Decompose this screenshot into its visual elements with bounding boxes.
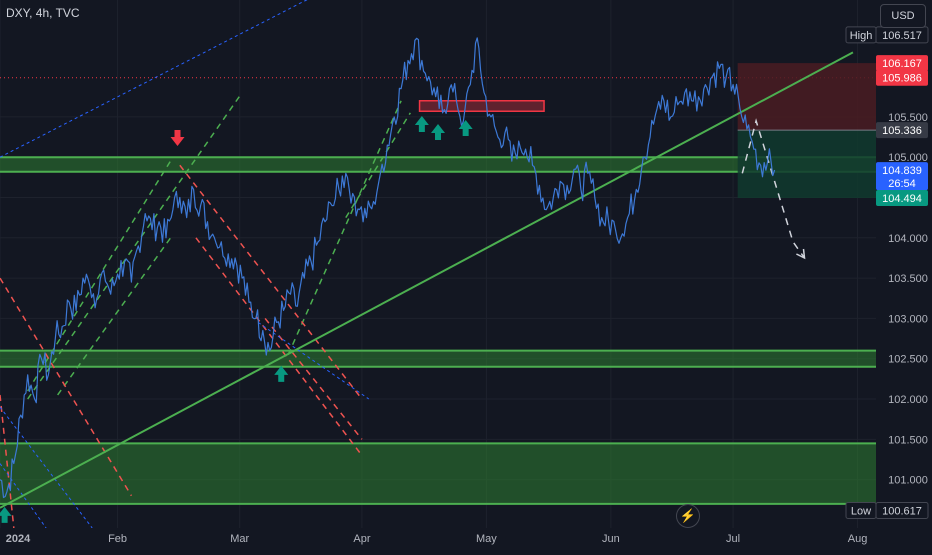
red-channel-line[interactable] (0, 277, 133, 497)
red-price-value: 106.167 (882, 58, 922, 70)
last-price-badge (876, 162, 928, 191)
blue-dashed-line[interactable] (0, 463, 47, 529)
up-arrow (431, 124, 445, 141)
x-tick-label: Jun (602, 533, 620, 545)
red-channel-line[interactable] (264, 317, 363, 440)
blue-dashed-line[interactable] (0, 406, 93, 529)
low-price-badge (875, 502, 929, 520)
time-axis[interactable]: 2024 Feb Mar Apr May Jun Jul Aug (0, 528, 932, 550)
y-tick-label: 101.000 (888, 475, 928, 487)
x-tick-label: Feb (108, 533, 127, 545)
bar-countdown: 26:54 (888, 178, 916, 190)
high-price-value: 106.517 (882, 30, 922, 42)
symbol-label[interactable]: DXY, 4h, TVC (6, 6, 80, 20)
x-tick-label: 2024 (6, 533, 31, 545)
time-axis-background (0, 528, 932, 550)
low-price-value: 100.617 (882, 506, 922, 518)
blue-dashed-line[interactable] (0, 0, 346, 158)
take-profit-zone[interactable] (737, 130, 876, 198)
down-arrow (170, 130, 185, 147)
projection-arrowhead (796, 248, 806, 260)
drawing-lines[interactable] (0, 0, 854, 529)
red-price-value: 105.986 (882, 73, 922, 85)
x-tick-label: Aug (848, 533, 868, 545)
red-price-badge (876, 55, 928, 72)
low-label: Low (851, 506, 871, 518)
y-tick-label: 104.000 (888, 233, 928, 245)
x-tick-label: Mar (230, 533, 249, 545)
blue-dashed-line[interactable] (257, 322, 370, 400)
up-arrow (414, 115, 429, 132)
lightning-icon[interactable]: ⚡ (676, 504, 700, 528)
resistance-box[interactable] (418, 100, 545, 112)
projected-path[interactable] (741, 118, 806, 259)
support-zones (0, 77, 876, 505)
position-tool[interactable] (737, 63, 876, 198)
support-zone (0, 350, 876, 367)
price-axis-background (876, 0, 932, 550)
up-arrow (0, 506, 12, 523)
green-price-value: 104.494 (882, 193, 922, 205)
red-price-badge (876, 69, 928, 86)
currency-button[interactable]: USD (880, 4, 926, 28)
y-tick-label: 102.500 (888, 354, 928, 366)
signal-arrows (0, 115, 473, 523)
gray-price-badge (876, 122, 928, 139)
red-channel-line[interactable] (195, 237, 363, 456)
ascending-trendline[interactable] (0, 51, 854, 509)
price-series (0, 37, 776, 499)
price-line (0, 37, 776, 499)
grid (0, 0, 876, 528)
support-zone (0, 157, 876, 172)
last-price-value: 104.839 (882, 165, 922, 177)
red-channel-line[interactable] (179, 164, 363, 400)
gray-price-value: 105.336 (882, 125, 922, 137)
stop-loss-zone[interactable] (737, 63, 876, 131)
green-channel-line[interactable] (345, 112, 411, 219)
y-tick-label: 101.500 (888, 434, 928, 446)
x-tick-label: Apr (353, 533, 370, 545)
green-price-badge (876, 189, 928, 206)
green-channel-line[interactable] (287, 100, 402, 355)
x-tick-label: Jul (726, 533, 740, 545)
up-arrow (274, 365, 289, 382)
high-label: High (850, 30, 873, 42)
y-tick-label: 105.000 (888, 152, 928, 164)
y-tick-label: 102.000 (888, 394, 928, 406)
x-tick-label: May (476, 533, 497, 545)
green-channel-line[interactable] (27, 92, 243, 400)
support-zone (0, 443, 876, 504)
up-arrow (458, 119, 473, 136)
y-tick-label: 103.500 (888, 273, 928, 285)
y-tick-label: 105.500 (888, 112, 928, 124)
y-tick-label: 103.000 (888, 313, 928, 325)
red-channel-line[interactable] (0, 394, 15, 529)
price-axis[interactable]: 101.000 101.500 102.000 102.500 103.000 103.5… (845, 0, 932, 550)
